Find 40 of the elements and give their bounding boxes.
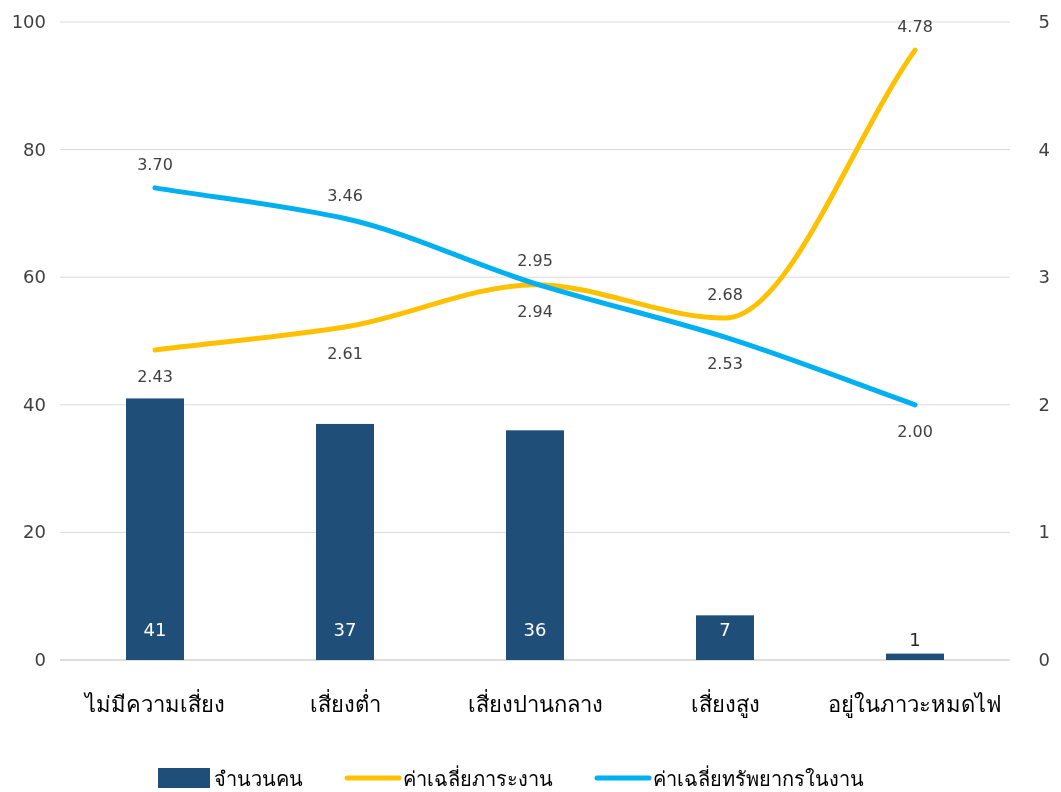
y2-tick-label: 0 xyxy=(1038,649,1050,670)
data-label: 7 xyxy=(719,619,731,640)
y-tick-label: 0 xyxy=(34,649,46,670)
data-label: 2.95 xyxy=(517,250,553,270)
bar xyxy=(696,615,754,660)
y2-tick-label: 5 xyxy=(1038,11,1050,32)
data-label: 37 xyxy=(333,619,357,640)
y-tick-label: 80 xyxy=(23,138,46,160)
data-label: 2.68 xyxy=(707,285,743,305)
data-label: 2.94 xyxy=(517,301,553,321)
y2-tick-label: 2 xyxy=(1038,393,1050,415)
x-tick-label: เสี่ยงปานกลาง xyxy=(467,689,603,717)
x-tick-label: อยู่ในภาวะหมดไฟ xyxy=(828,692,1002,718)
data-label: 2.43 xyxy=(137,366,173,386)
legend-label: ค่าเฉลี่ยทรัพยากรในงาน xyxy=(653,765,864,791)
legend-label: จำนวนคน xyxy=(214,767,303,791)
data-label: 1 xyxy=(909,628,921,650)
data-label: 3.70 xyxy=(137,154,173,174)
bar xyxy=(886,653,944,660)
bar xyxy=(126,398,184,660)
data-label: 41 xyxy=(143,619,167,640)
data-label: 3.46 xyxy=(327,185,363,205)
bar xyxy=(506,430,564,660)
data-label: 2.61 xyxy=(327,343,363,363)
y-tick-label: 20 xyxy=(23,521,46,543)
x-tick-label: ไม่มีความเสี่ยง xyxy=(83,689,225,717)
data-label: 4.78 xyxy=(897,17,933,37)
y2-tick-label: 4 xyxy=(1038,138,1050,160)
y-tick-label: 100 xyxy=(11,11,46,32)
y-tick-label: 40 xyxy=(23,393,46,415)
x-tick-label: เสี่ยงสูง xyxy=(690,689,760,718)
data-label: 36 xyxy=(523,619,547,640)
data-label: 2.00 xyxy=(897,421,933,441)
data-label: 2.53 xyxy=(707,354,743,374)
legend-label: ค่าเฉลี่ยภาระงาน xyxy=(403,765,553,791)
bar xyxy=(316,423,374,660)
y2-tick-label: 3 xyxy=(1038,266,1050,288)
y-tick-label: 60 xyxy=(23,266,46,288)
y2-tick-label: 1 xyxy=(1038,521,1050,543)
x-tick-label: เสี่ยงต่ำ xyxy=(309,689,381,717)
